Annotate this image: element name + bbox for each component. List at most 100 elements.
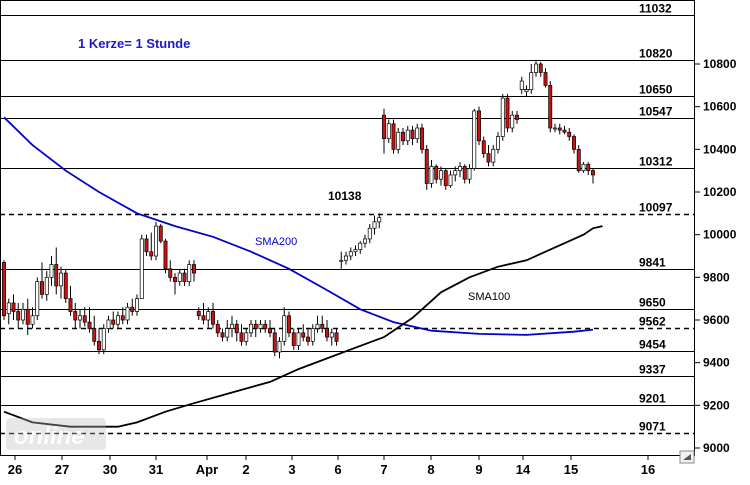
candle-body-up [344, 255, 348, 261]
candle [591, 168, 595, 184]
candle-body-down [272, 332, 277, 353]
candle-body-up [496, 136, 500, 150]
y-tick-label: 10600 [703, 100, 737, 114]
candle-body-up [282, 315, 287, 342]
candle [78, 309, 82, 329]
candle [2, 260, 6, 320]
candle [405, 125, 410, 146]
candle-body-down [567, 131, 572, 137]
candle-body-up [206, 311, 211, 321]
candle [306, 328, 310, 346]
x-tick-label: 15 [564, 462, 578, 477]
candle [377, 213, 382, 229]
candle [35, 277, 40, 320]
candle [401, 128, 405, 146]
candle [282, 307, 287, 346]
candle [329, 328, 334, 346]
candle-body-down [263, 323, 268, 329]
candle-body-up [225, 328, 230, 338]
candles [2, 59, 595, 359]
candle-body-down [543, 72, 548, 86]
candle-body-down [443, 170, 448, 186]
candle [553, 123, 557, 133]
candle [339, 251, 344, 269]
y-tick-label: 10400 [703, 142, 737, 156]
candle [234, 320, 239, 342]
candle [486, 145, 491, 167]
candle-body-down [163, 240, 168, 270]
candle-body-up [500, 97, 505, 137]
candle-body-up [553, 127, 557, 130]
y-tick-label: 9600 [703, 313, 730, 327]
candle [206, 307, 211, 329]
candle [73, 302, 78, 329]
candle-body-down [16, 311, 21, 321]
candle-body-down [576, 148, 581, 172]
candle [334, 328, 339, 346]
candle-body-down [434, 166, 439, 180]
candle-body-down [253, 323, 258, 329]
candle [429, 160, 434, 188]
candle-body-up [524, 89, 529, 93]
x-tick-label: 2 [242, 462, 249, 477]
candle-body-up [339, 259, 344, 262]
candle [168, 260, 173, 282]
candle [120, 307, 125, 325]
labels: 11032 10820 10650 10547 10312 10097 9841 9650 95… [6, 2, 673, 450]
candle [249, 320, 253, 338]
candle [372, 215, 377, 235]
candle [510, 110, 515, 133]
candle-body-down [97, 340, 101, 351]
candle [581, 162, 586, 173]
candle-body-down [291, 332, 296, 346]
candle [367, 224, 372, 244]
candle-body-down [234, 323, 239, 334]
level-label-10097: 10097 [639, 201, 673, 215]
candle [443, 168, 448, 190]
candle [16, 302, 21, 329]
candle [225, 320, 230, 342]
candle-body-down [548, 84, 553, 129]
candle-body-down [54, 264, 59, 287]
candle [44, 270, 49, 301]
candle [576, 145, 581, 173]
candle [529, 64, 534, 94]
candle-body-up [6, 302, 11, 314]
series-layer [3, 116, 603, 428]
candle-body-down [287, 315, 291, 334]
candle-body-up [44, 276, 49, 295]
candle-body-down [144, 238, 149, 253]
y-tick-label: 10200 [703, 185, 737, 199]
candle [420, 123, 424, 154]
candle [287, 311, 291, 338]
candle [548, 81, 553, 133]
candle-body-down [182, 272, 187, 282]
y-tick-label: 10000 [703, 228, 737, 242]
candle-body-up [415, 127, 420, 140]
candle [54, 247, 59, 295]
chart-note: 1 Kerze= 1 Stunde [78, 36, 190, 51]
candle [391, 119, 396, 154]
candle-body-up [49, 264, 54, 278]
candle-body-down [68, 298, 73, 312]
candle-body-up [367, 227, 372, 240]
candle-body-down [420, 127, 424, 150]
candle-body-up [491, 148, 496, 163]
candle [500, 93, 505, 141]
candle-body-down [320, 323, 325, 329]
candle-body-up [467, 168, 472, 180]
series-label-sma200: SMA200 [255, 236, 297, 248]
x-tick-label: 9 [475, 462, 482, 477]
candle [211, 302, 215, 329]
x-tick-label: 30 [103, 462, 117, 477]
candle-body-down [25, 308, 30, 325]
candle [144, 234, 149, 256]
level-lines [0, 14, 695, 435]
candle-body-down [201, 315, 206, 321]
candle [458, 162, 462, 178]
candle [173, 273, 177, 295]
level-label-9337: 9337 [639, 363, 666, 377]
candle [192, 260, 196, 282]
candle [106, 315, 111, 333]
